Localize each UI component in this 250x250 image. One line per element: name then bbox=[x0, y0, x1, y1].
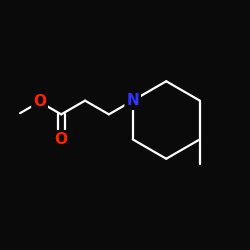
Text: N: N bbox=[126, 93, 139, 108]
Text: O: O bbox=[33, 94, 46, 110]
Text: O: O bbox=[55, 132, 68, 147]
